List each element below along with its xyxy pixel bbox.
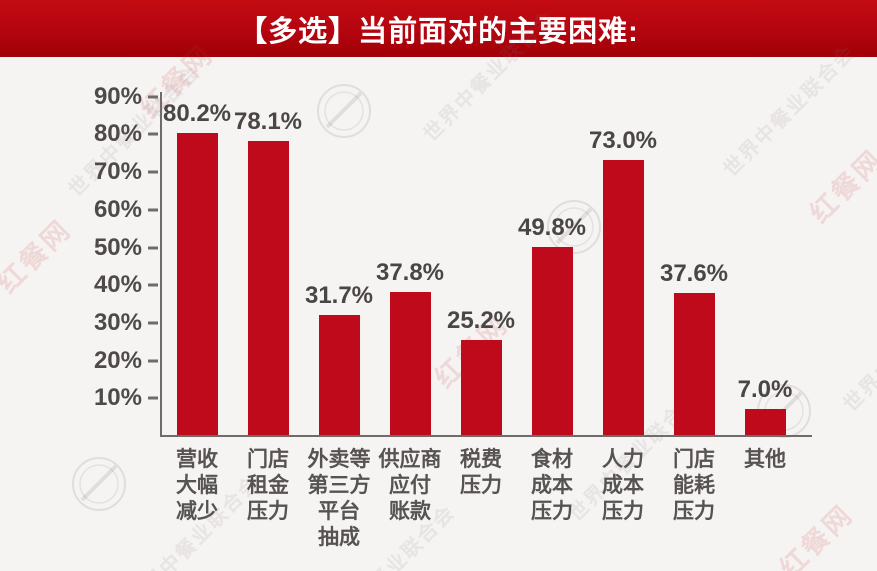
y-axis-tick-mark <box>148 359 158 363</box>
category-label: 供应商 应付 账款 <box>362 447 458 525</box>
y-axis-tick-mark <box>148 321 158 325</box>
y-axis-tick-label: 80% <box>93 120 142 148</box>
bar <box>531 247 573 435</box>
category-label-line: 供应商 <box>378 448 442 471</box>
category-label-line: 食材 <box>531 448 573 471</box>
category-label: 外卖等第三方平台抽成 <box>291 447 387 551</box>
y-axis-tick-label: 60% <box>93 195 142 223</box>
watermark-seal <box>70 455 128 518</box>
category-label-line: 人力 <box>602 448 644 471</box>
category-label-line: 门店 <box>673 448 715 471</box>
x-axis-line <box>160 435 812 437</box>
category-label-line: 营收 <box>176 448 218 471</box>
y-axis-tick-label: 90% <box>93 82 142 110</box>
category-label-line: 门店 <box>247 448 289 471</box>
bar-value-label: 80.2% <box>162 99 232 127</box>
bar <box>176 132 218 435</box>
bar <box>318 315 360 435</box>
category-label: 人力 成本 压力 <box>575 447 671 525</box>
category-label-line: 减少 <box>176 500 218 523</box>
bar <box>460 339 502 435</box>
category-label-line: 压力 <box>460 474 502 497</box>
y-axis-tick-mark <box>148 132 158 136</box>
category-label-line: 成本 <box>602 474 644 497</box>
chart-title: 【多选】当前面对的主要困难: <box>238 15 639 48</box>
y-axis-tick-mark <box>148 208 158 212</box>
y-axis-tick-label: 10% <box>93 384 142 412</box>
watermark-brand-text: 红餐网 <box>804 143 877 229</box>
watermark-org-text: 世界中餐业联合会 <box>719 41 860 182</box>
y-axis-line <box>160 92 162 437</box>
y-axis-tick-label: 30% <box>93 308 142 336</box>
category-label-line: 大幅 <box>176 474 218 497</box>
watermark-brand-text: 红餐网 <box>0 213 78 299</box>
bar <box>247 140 289 435</box>
bar-value-label: 25.2% <box>446 306 516 334</box>
bar <box>744 408 786 435</box>
category-label-line: 租金 <box>247 474 289 497</box>
bar-value-label: 37.6% <box>659 260 729 288</box>
category-label-line: 税费 <box>460 448 502 471</box>
bar <box>602 159 644 435</box>
bar <box>389 292 431 435</box>
y-axis-tick-mark <box>148 95 158 99</box>
bar <box>673 293 715 435</box>
bar-value-label: 78.1% <box>233 107 303 135</box>
y-axis-tick-mark <box>148 170 158 174</box>
watermark-org-text: 世界中餐业联合会 <box>839 276 877 417</box>
bar-value-label: 37.8% <box>375 259 445 287</box>
y-axis-tick-mark <box>148 283 158 287</box>
y-axis-tick-label: 40% <box>93 271 142 299</box>
bar-value-label: 31.7% <box>304 282 374 310</box>
category-label-line: 账款 <box>389 500 431 523</box>
y-axis-tick-mark <box>148 396 158 400</box>
category-label-line: 应付 <box>389 474 431 497</box>
category-label-line: 第三方 <box>307 474 371 497</box>
category-label-line: 抽成 <box>318 526 360 549</box>
y-axis-tick-label: 20% <box>93 346 142 374</box>
bar-value-label: 73.0% <box>588 126 658 154</box>
category-label-line: 外卖等 <box>307 448 371 471</box>
category-label-line: 其他 <box>744 448 786 471</box>
title-banner: 【多选】当前面对的主要困难: <box>0 0 877 57</box>
category-label: 其他 <box>717 447 813 473</box>
category-label-line: 压力 <box>602 500 644 523</box>
category-label-line: 能耗 <box>673 474 715 497</box>
category-label-line: 压力 <box>673 500 715 523</box>
y-axis-tick-label: 70% <box>93 158 142 186</box>
watermark-brand-text: 红餐网 <box>774 498 860 571</box>
category-label: 营收 大幅 减少 <box>149 447 245 525</box>
category-label: 食材 成本 压力 <box>504 447 600 525</box>
category-label-line: 压力 <box>531 500 573 523</box>
bar-value-label: 7.0% <box>737 375 793 403</box>
category-label-line: 压力 <box>247 500 289 523</box>
category-label-line: 成本 <box>531 474 573 497</box>
category-label: 门店 能耗 压力 <box>646 447 742 525</box>
category-label: 税费 压力 <box>433 447 529 499</box>
category-label: 门店 租金 压力 <box>220 447 316 525</box>
y-axis-tick-label: 50% <box>93 233 142 261</box>
category-label-line: 平台 <box>318 500 360 523</box>
bar-value-label: 49.8% <box>517 214 587 242</box>
y-axis-tick-mark <box>148 246 158 249</box>
